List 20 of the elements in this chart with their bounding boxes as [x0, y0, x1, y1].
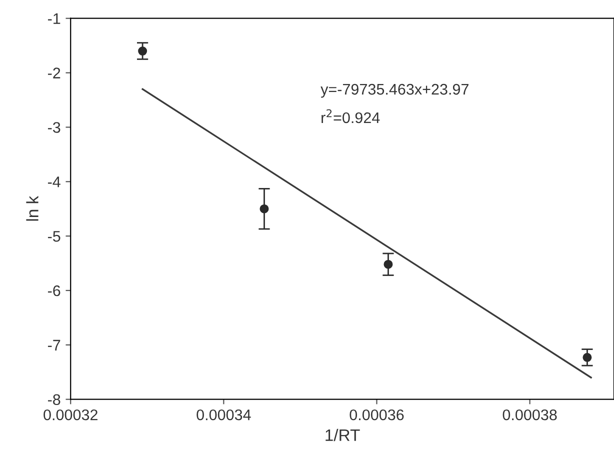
- y-tick-label: -1: [48, 13, 60, 24]
- y-tick-label: -6: [48, 285, 60, 296]
- point: [138, 46, 148, 56]
- point: [582, 352, 592, 362]
- x-tick-label: 0.00036: [350, 409, 404, 420]
- x-tick-label: 0.00032: [44, 409, 98, 420]
- y-tick-label: -4: [48, 176, 60, 188]
- point: [384, 260, 393, 269]
- y-tick-label: -7: [48, 340, 60, 350]
- annotation: y=-79735.463x+23.97: [320, 84, 468, 98]
- y-tick-label: -5: [48, 231, 60, 242]
- y-tick-label: -8: [48, 394, 60, 406]
- x-tick-label: 0.00034: [196, 409, 251, 420]
- point: [260, 204, 269, 214]
- y-tick-label: -3: [48, 122, 60, 133]
- x-axis-title: 1/RT: [326, 428, 360, 442]
- annotation: r$^{2}$=0.924: [322, 109, 380, 124]
- x-tick-label: 0.00038: [502, 409, 557, 420]
- y-axis-title: ln k: [26, 196, 38, 221]
- y-tick-label: -2: [48, 68, 60, 78]
